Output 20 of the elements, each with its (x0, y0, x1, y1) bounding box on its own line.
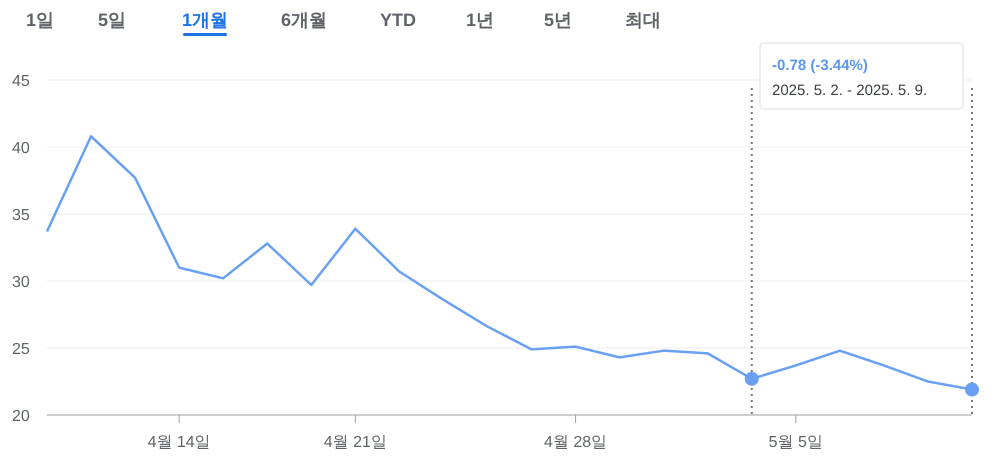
y-tick-label: 25 (12, 341, 30, 358)
annotation: 2025. 5. 2. - 2025. 5. 9. (772, 82, 928, 99)
y-tick-label: 45 (12, 73, 30, 90)
text: 5년 (544, 10, 572, 30)
text: -0.78 (-3.44%) (772, 57, 868, 74)
text: 5일 (98, 10, 126, 30)
text: YTD (380, 10, 416, 30)
x-tick-label: 4월 14일 (148, 434, 211, 451)
y-tick-label: 35 (12, 207, 30, 224)
x-tick-label: 4월 28일 (544, 434, 608, 451)
text: 6개월 (280, 10, 328, 30)
text: 1일 (26, 10, 54, 30)
text: 최대 (625, 10, 661, 30)
x-tick-label: 4월 21일 (324, 434, 387, 451)
y-tick-label: 20 (12, 408, 30, 425)
y-tick-label: 40 (12, 140, 30, 157)
text: 1년 (466, 10, 494, 30)
text: 1개월 (182, 10, 228, 30)
y-tick-label: 30 (12, 274, 30, 291)
x-tick-label: 5월 5일 (768, 434, 823, 451)
